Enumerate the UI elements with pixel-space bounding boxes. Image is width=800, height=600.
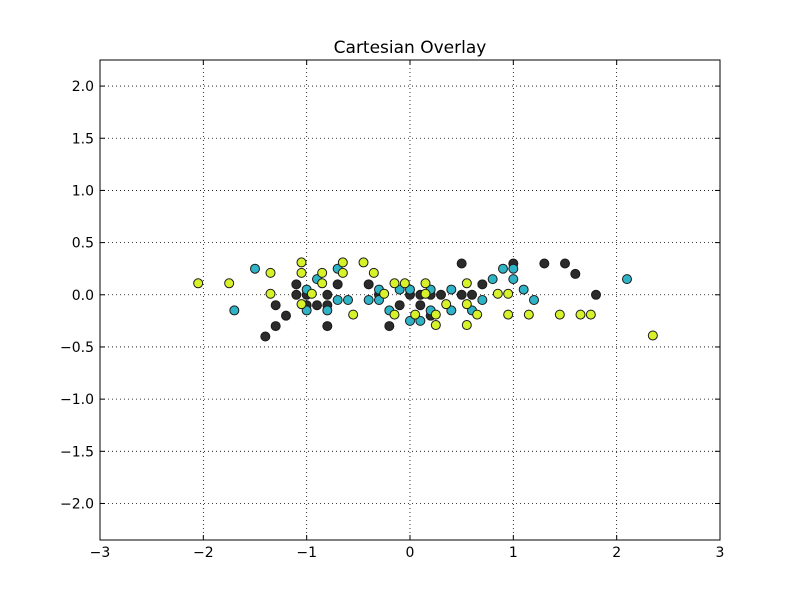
scatter-point-black [322,321,333,332]
x-tick-label: −2 [193,545,214,561]
scatter-point-yellow [420,288,431,299]
y-tick-label: −2.0 [60,496,94,512]
scatter-point-black [415,300,426,311]
scatter-point-yellow [461,278,472,289]
scatter-point-yellow [337,267,348,278]
scatter-point-yellow [420,278,431,289]
scatter-point-black [291,289,302,300]
scatter-point-teal [529,295,539,305]
scatter-point-yellow [193,278,204,289]
scatter-point-black [394,300,405,311]
scatter-point-black [456,258,467,269]
scatter-point-black [456,289,467,300]
scatter-point-teal [508,263,519,274]
y-tick-label: −1.0 [60,392,94,408]
scatter-point-yellow [430,320,441,331]
scatter-point-yellow [337,257,348,268]
y-tick-label: 2.0 [72,79,94,95]
scatter-point-black [363,279,374,290]
scatter-point-teal [477,295,488,305]
data-points [193,257,658,342]
scatter-point-teal [250,263,260,274]
scatter-point-yellow [503,309,514,320]
x-tick-label: −1 [296,545,317,561]
grid-lines [100,60,720,540]
scatter-point-yellow [461,299,472,310]
y-tick-label: 0.5 [72,236,94,252]
x-tick-label: 0 [406,545,415,561]
scatter-point-black [570,268,581,279]
scatter-point-yellow [348,309,359,320]
scatter-point-yellow [472,309,483,320]
scatter-point-yellow [461,320,472,331]
scatter-point-yellow [554,309,565,320]
scatter-point-black [260,331,271,342]
scatter-point-yellow [296,267,307,278]
scatter-point-yellow [224,278,235,289]
y-tick-label: −0.5 [60,340,94,356]
x-tick-label: −3 [90,545,111,561]
y-tick-label: 1.5 [72,131,94,147]
scatter-point-black [467,289,477,300]
scatter-point-teal [332,295,343,305]
scatter-point-teal [229,305,240,316]
scatter-point-yellow [368,267,379,278]
scatter-point-black [560,258,570,269]
y-tick-label: −1.5 [60,444,94,460]
scatter-point-yellow [441,299,452,310]
scatter-point-yellow [317,267,328,278]
y-tick-label: 0.0 [72,288,94,304]
scatter-point-yellow [379,288,390,299]
scatter-point-teal [322,305,333,316]
scatter-point-black [436,289,446,300]
scatter-point-black [591,289,601,300]
scatter-point-black [291,279,302,290]
scatter-point-black [477,279,488,290]
scatter-point-black [312,300,322,311]
scatter-point-yellow [492,288,503,299]
scatter-point-yellow [265,267,276,278]
x-tick-label: 1 [509,545,518,561]
scatter-point-yellow [265,288,276,299]
x-tick-label: 3 [716,545,725,561]
axes: −3 −2 −1 0 1 2 3 −2.0 −1.5 −1.0 −0.5 0.0 0.5 1.0 1.5 2.… [60,60,724,561]
x-tick-label: 2 [612,545,621,561]
scatter-point-yellow [389,278,400,289]
scatter-point-yellow [503,288,514,299]
chart-title: Cartesian Overlay [334,38,487,58]
scatter-point-black [270,321,281,332]
scatter-point-teal [446,284,457,295]
scatter-point-black [322,289,333,300]
scatter-point-yellow [585,309,596,320]
scatter-point-yellow [389,309,400,320]
scatter-point-teal [508,274,519,285]
y-tick-label: 1.0 [72,183,94,199]
scatter-point-teal [487,274,498,285]
scatter-point-yellow [306,288,317,299]
scatter-point-black [384,321,395,332]
scatter-point-teal [343,295,353,305]
scatter-point-yellow [296,257,307,268]
scatter-point-black [281,310,291,321]
scatter-point-yellow [399,278,410,289]
scatter-point-yellow [296,299,307,310]
scatter-point-yellow [575,309,586,320]
scatter-point-yellow [358,257,369,268]
scatter-point-black [270,300,281,311]
scatter-point-yellow [410,309,421,320]
scatter-point-black [332,279,343,290]
scatter-point-yellow [647,330,658,341]
scatter-point-black [539,258,550,269]
scatter-point-teal [363,295,374,305]
scatter-point-yellow [317,278,328,289]
scatter-point-yellow [523,309,534,320]
scatter-point-yellow [430,309,441,320]
scatter-point-teal [622,274,632,285]
scatter-point-teal [518,284,529,295]
scatter-point-teal [498,263,508,274]
